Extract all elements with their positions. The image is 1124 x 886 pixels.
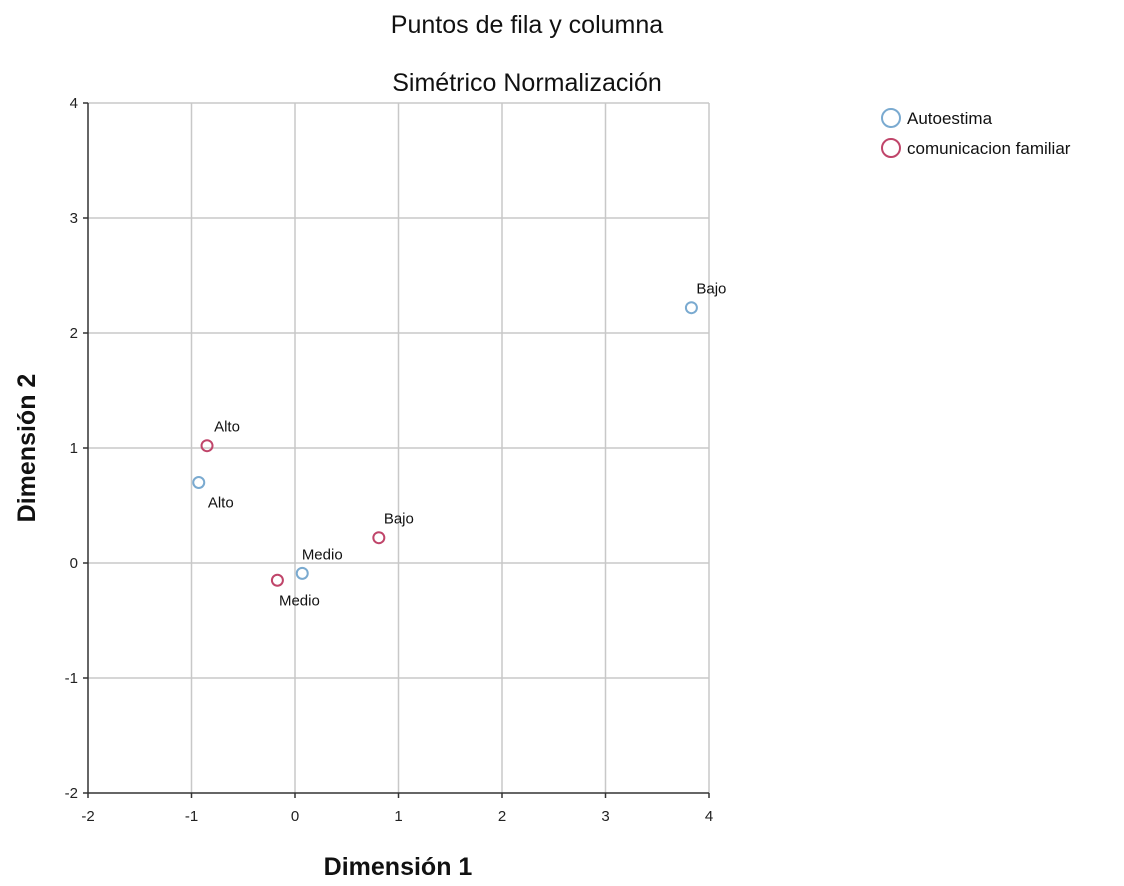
y-tick-label: -1 [65, 670, 78, 687]
y-tick-label: 4 [70, 95, 78, 112]
y-tick-label: 2 [70, 325, 78, 342]
data-point [270, 573, 284, 587]
gridlines [88, 102, 710, 793]
y-tick-label: 3 [70, 210, 78, 227]
x-tick-label: 1 [394, 808, 402, 825]
y-tick-labels: -2 -1 0 1 2 3 4 [65, 95, 78, 802]
y-tick-label: 0 [70, 555, 78, 572]
x-axis-title: Dimensión 1 [324, 853, 473, 881]
data-label: Alto [214, 419, 240, 436]
x-tick-label: 3 [601, 808, 609, 825]
data-points: Bajo Alto Medio Alto Bajo Medio [192, 281, 726, 609]
legend-marker [881, 108, 901, 128]
data-label: Medio [279, 592, 320, 609]
legend-label: Autoestima [907, 109, 993, 128]
x-tick-label: 2 [498, 808, 506, 825]
data-label: Alto [208, 495, 234, 512]
x-tick-label: 0 [291, 808, 299, 825]
data-label: Bajo [696, 281, 726, 298]
legend: Autoestima comunicacion familiar [881, 108, 1071, 158]
x-tick-labels: -2 -1 0 1 2 3 4 [81, 808, 713, 825]
chart-subtitle: Simétrico Normalización [392, 69, 662, 97]
data-point [192, 476, 206, 489]
legend-marker [881, 138, 901, 158]
y-axis-title: Dimensión 2 [13, 374, 41, 523]
data-point [295, 566, 309, 580]
y-tick-label: 1 [70, 440, 78, 457]
axes [83, 102, 710, 798]
x-tick-label: -1 [185, 808, 198, 825]
x-tick-label: -2 [81, 808, 94, 825]
data-point [684, 301, 698, 315]
data-point [200, 439, 214, 453]
y-tick-label: -2 [65, 785, 78, 802]
chart-title: Puntos de fila y columna [391, 11, 663, 39]
data-label: Bajo [384, 511, 414, 528]
legend-label: comunicacion familiar [907, 139, 1071, 158]
data-label: Medio [302, 546, 343, 563]
data-point [372, 531, 386, 545]
x-tick-label: 4 [705, 808, 713, 825]
